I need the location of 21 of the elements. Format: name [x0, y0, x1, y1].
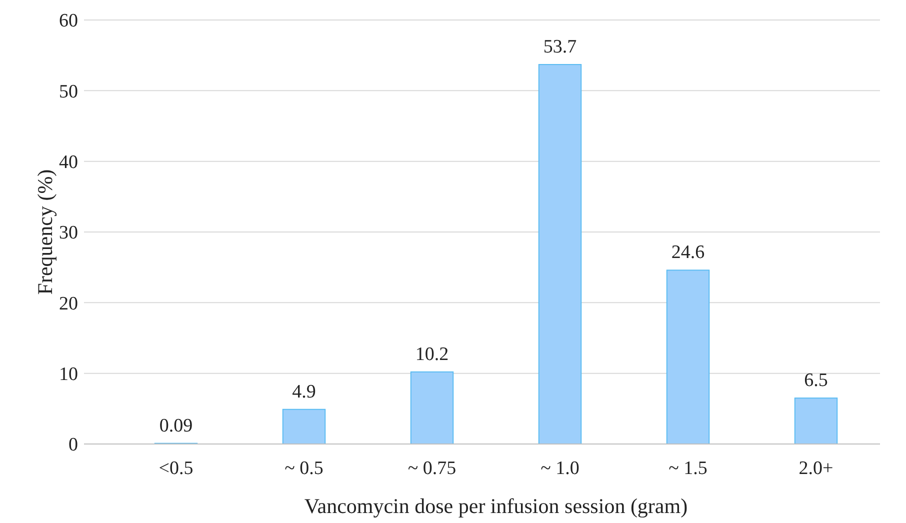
- data-label: 53.7: [543, 36, 577, 58]
- data-label: 10.2: [415, 344, 449, 365]
- data-label: 4.9: [292, 381, 316, 402]
- y-tick-label: 40: [59, 152, 78, 173]
- x-tick-label: 2.0+: [798, 458, 834, 479]
- x-tick-label: ~ 0.75: [408, 458, 456, 479]
- data-label: 24.6: [671, 242, 705, 264]
- y-tick-label: 60: [59, 10, 78, 32]
- x-tick-label: ~ 1.5: [668, 458, 708, 479]
- data-label: 6.5: [804, 370, 828, 392]
- y-tick-label: 30: [59, 222, 78, 244]
- y-tick-label: 20: [59, 293, 78, 314]
- x-tick-label: ~ 1.0: [540, 458, 580, 479]
- x-axis-title: Vancomycin dose per infusion session (gram): [304, 494, 688, 518]
- x-tick-label: <0.5: [158, 458, 194, 479]
- data-label: 0.09: [159, 415, 193, 436]
- y-tick-label: 0: [68, 434, 78, 456]
- x-tick-label: ~ 0.5: [284, 458, 324, 479]
- y-tick-label: 50: [59, 81, 78, 102]
- y-tick-label: 10: [59, 364, 78, 385]
- y-axis-title: Frequency (%): [33, 169, 57, 295]
